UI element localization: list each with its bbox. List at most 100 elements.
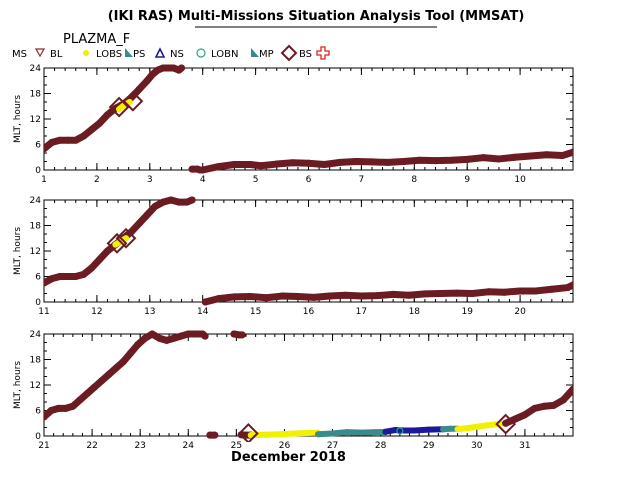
data-point-ms	[310, 293, 318, 301]
data-point-ms	[112, 364, 120, 372]
data-point-lobs	[291, 430, 298, 437]
data-point-ms	[230, 293, 238, 301]
x-tick-label: 3	[147, 175, 153, 185]
data-point-ms	[159, 64, 167, 72]
data-point-ms	[148, 70, 156, 78]
data-point-ms	[69, 402, 77, 410]
chart-panel-2: 11 12 13 14 15 16 17 18 19 20 0 6 12 18 24 MLT, hours	[13, 196, 574, 317]
data-point-ms	[201, 298, 209, 306]
data-point-ms	[56, 273, 64, 280]
data-point-ms	[155, 334, 163, 342]
y-tick-label: 6	[35, 407, 41, 417]
legend-item-7: BS	[280, 44, 312, 62]
series-layer	[44, 330, 573, 442]
data-point-ms	[170, 64, 178, 72]
legend-item-6: MP	[251, 48, 274, 60]
data-point-ms	[289, 159, 297, 167]
data-point-ms	[135, 85, 143, 93]
data-point-ms	[175, 198, 183, 206]
data-point-ms	[447, 156, 455, 164]
data-point-ms	[527, 152, 535, 160]
data-point-lobs	[469, 424, 476, 431]
data-point-ps	[315, 431, 322, 438]
data-point-ms	[44, 145, 48, 153]
data-point-ms	[48, 275, 56, 283]
plot-frame	[43, 67, 574, 171]
bs-marker	[115, 227, 137, 249]
satellite-name: PLAZMA_F	[63, 32, 130, 47]
data-point-ms	[163, 336, 171, 344]
x-tick-label: 9	[464, 175, 470, 185]
legend-label: LOBN	[211, 49, 238, 60]
data-point-ms	[373, 292, 381, 300]
data-point-ms	[170, 334, 178, 342]
data-point-ms	[543, 151, 551, 159]
x-tick-label: 23	[134, 441, 145, 451]
data-point-ms	[405, 291, 413, 299]
data-point-ms	[56, 136, 64, 144]
y-tick-label: 18	[30, 90, 42, 100]
x-tick-label: 6	[306, 175, 312, 185]
data-point-ms	[76, 396, 84, 404]
data-point-ms	[550, 401, 558, 409]
bs-marker	[108, 96, 130, 118]
data-point-ms	[558, 152, 566, 160]
data-point-lobs	[454, 426, 461, 433]
data-point-ms	[495, 155, 503, 163]
data-point-ms	[44, 279, 48, 287]
legend-item-4: NS	[154, 47, 184, 60]
x-tick-label: 25	[231, 441, 242, 451]
y-tick-label: 0	[35, 298, 41, 308]
y-axis-label: MLT, hours	[13, 361, 23, 409]
data-point-ms	[484, 288, 492, 296]
data-point-ms	[215, 163, 223, 171]
x-tick-label: 20	[514, 307, 526, 317]
x-tick-label: 18	[409, 307, 421, 317]
y-tick-label: 18	[30, 356, 42, 366]
data-point-ms	[199, 166, 207, 174]
data-point-ms	[421, 290, 429, 298]
legend-item-0: MS	[12, 49, 27, 60]
legend-item-5: LOBN	[196, 48, 238, 60]
data-point-ms	[357, 292, 365, 300]
flag-icon	[251, 48, 259, 57]
data-point-ms	[531, 404, 539, 412]
data-point-ms	[159, 198, 167, 206]
data-point-ps	[440, 426, 447, 433]
data-point-ms	[238, 331, 246, 339]
data-point-ms	[96, 256, 104, 263]
data-point-ms	[83, 390, 91, 397]
data-point-ms	[278, 292, 286, 300]
data-point-ms	[511, 415, 519, 423]
x-tick-label: 26	[279, 441, 291, 451]
data-point-ms	[273, 160, 281, 168]
data-point-ms	[134, 341, 142, 349]
data-point-ms	[48, 138, 56, 146]
data-point-ms	[305, 159, 312, 167]
data-point-ms	[389, 290, 397, 298]
data-point-ms	[183, 198, 191, 206]
series-ms-track	[44, 330, 209, 421]
data-point-ms	[98, 377, 106, 385]
x-tick-label: 22	[86, 441, 97, 451]
plot-frame	[43, 333, 574, 437]
x-tick-label: 7	[359, 175, 365, 185]
x-tick-label: 13	[144, 307, 155, 317]
data-point-ms	[246, 292, 254, 300]
data-point-ms	[47, 407, 55, 414]
x-tick-label: 21	[38, 441, 49, 451]
data-point-lobs	[126, 99, 133, 105]
data-point-ps	[329, 430, 336, 437]
data-point-ps	[358, 429, 365, 436]
flag-icon	[125, 48, 133, 57]
data-point-ms	[336, 158, 344, 166]
plot-frame	[43, 199, 574, 303]
data-point-ms	[96, 119, 104, 127]
data-point-ms	[141, 334, 149, 342]
data-point-ns	[411, 427, 418, 434]
data-point-ps	[447, 425, 454, 432]
data-point-ms	[191, 330, 199, 338]
diamond-icon	[280, 44, 298, 62]
